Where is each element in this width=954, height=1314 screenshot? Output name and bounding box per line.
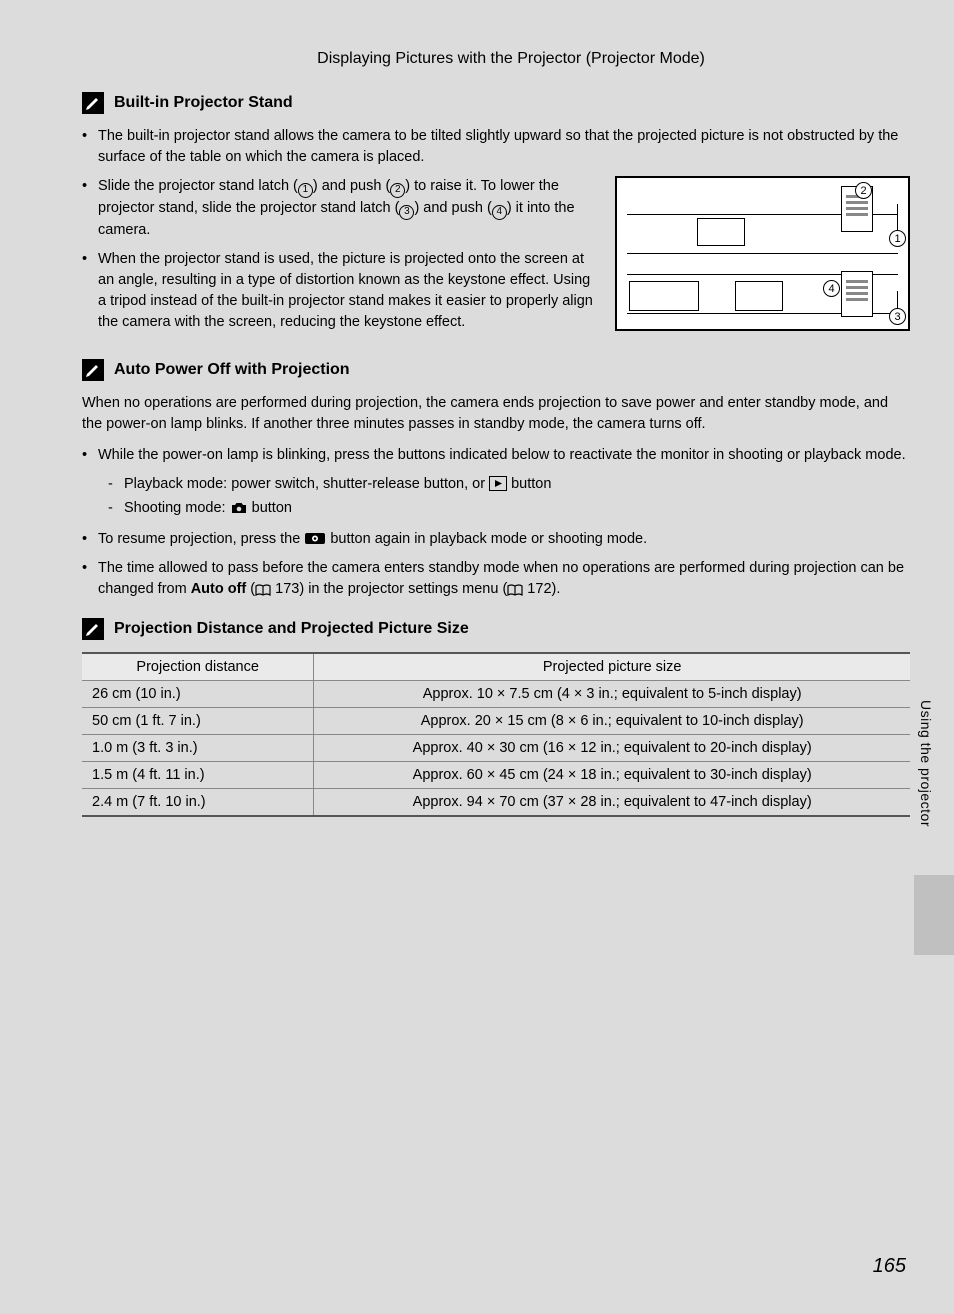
para-2-0: When no operations are performed during … (82, 393, 910, 435)
cell: Approx. 40 × 30 cm (16 × 12 in.; equival… (314, 734, 910, 761)
cell: 50 cm (1 ft. 7 in.) (82, 707, 314, 734)
cell: 1.5 m (4 ft. 11 in.) (82, 761, 314, 788)
diagram-label-3: 3 (889, 308, 906, 325)
bullet-2-2: The time allowed to pass before the came… (82, 558, 910, 600)
frag: Playback mode: power switch, shutter-rel… (124, 476, 489, 492)
sub-2-0: Playback mode: power switch, shutter-rel… (98, 472, 910, 497)
frag: Shooting mode: (124, 500, 230, 516)
section-header-3: Projection Distance and Projected Pictur… (82, 618, 910, 640)
circled-3: 3 (399, 205, 414, 220)
section-heading-2: Auto Power Off with Projection (114, 361, 350, 379)
cell: 1.0 m (3 ft. 3 in.) (82, 734, 314, 761)
bullet-2-0: While the power-on lamp is blinking, pre… (82, 445, 910, 521)
projector-button-icon (304, 530, 326, 546)
frag: ( (246, 581, 255, 597)
bullet-2-1: To resume projection, press the button a… (82, 529, 910, 550)
table-row: 1.5 m (4 ft. 11 in.)Approx. 60 × 45 cm (… (82, 761, 910, 788)
cell: Approx. 94 × 70 cm (37 × 28 in.; equival… (314, 788, 910, 816)
section-header-1: Built-in Projector Stand (82, 92, 910, 114)
frag: Slide the projector stand latch ( (98, 178, 298, 194)
circled-1: 1 (298, 183, 313, 198)
table-row: 2.4 m (7 ft. 10 in.)Approx. 94 × 70 cm (… (82, 788, 910, 816)
stand-row: Slide the projector stand latch (1) and … (82, 176, 910, 341)
bullet-1-1: Slide the projector stand latch (1) and … (82, 176, 597, 241)
table-header-size: Projected picture size (314, 653, 910, 681)
frag: ) and push ( (414, 200, 491, 216)
bullet-1-2: When the projector stand is used, the pi… (82, 249, 597, 333)
sub-2-1: Shooting mode: button (98, 496, 910, 521)
projection-table: Projection distance Projected picture si… (82, 652, 910, 817)
pencil-note-icon (82, 359, 104, 381)
page-title: Displaying Pictures with the Projector (… (112, 50, 910, 68)
cell: Approx. 60 × 45 cm (24 × 18 in.; equival… (314, 761, 910, 788)
auto-off-label: Auto off (191, 581, 247, 597)
bullet-list-1: The built-in projector stand allows the … (82, 126, 910, 168)
diagram-label-2: 2 (855, 182, 872, 199)
frag: To resume projection, press the (98, 531, 304, 547)
frag: button (248, 500, 292, 516)
frag: 172). (523, 581, 560, 597)
cell: Approx. 10 × 7.5 cm (4 × 3 in.; equivale… (314, 680, 910, 707)
frag: button (507, 476, 551, 492)
frag: 173) in the projector settings menu ( (271, 581, 507, 597)
cell: 2.4 m (7 ft. 10 in.) (82, 788, 314, 816)
frag: button again in playback mode or shootin… (326, 531, 647, 547)
bullet-list-2: While the power-on lamp is blinking, pre… (82, 445, 910, 600)
table-row: 50 cm (1 ft. 7 in.)Approx. 20 × 15 cm (8… (82, 707, 910, 734)
circled-4: 4 (492, 205, 507, 220)
frag: ) and push ( (313, 178, 390, 194)
page-number: 165 (873, 1255, 906, 1278)
section-heading-1: Built-in Projector Stand (114, 94, 293, 112)
manual-ref-icon (507, 584, 523, 596)
camera-icon (230, 501, 248, 515)
diagram-label-1: 1 (889, 230, 906, 247)
table-header-row: Projection distance Projected picture si… (82, 653, 910, 681)
bullet-1-0: The built-in projector stand allows the … (82, 126, 910, 168)
section-header-2: Auto Power Off with Projection (82, 359, 910, 381)
circled-2: 2 (390, 183, 405, 198)
pencil-note-icon (82, 618, 104, 640)
side-tab-indicator (914, 875, 954, 955)
side-section-label: Using the projector (918, 700, 934, 827)
cell: 26 cm (10 in.) (82, 680, 314, 707)
table-row: 26 cm (10 in.)Approx. 10 × 7.5 cm (4 × 3… (82, 680, 910, 707)
table-row: 1.0 m (3 ft. 3 in.)Approx. 40 × 30 cm (1… (82, 734, 910, 761)
table-header-distance: Projection distance (82, 653, 314, 681)
diagram-label-4: 4 (823, 280, 840, 297)
playback-icon (489, 476, 507, 491)
projector-stand-diagram: 1 2 3 4 (615, 176, 910, 331)
manual-ref-icon (255, 584, 271, 596)
section-heading-3: Projection Distance and Projected Pictur… (114, 620, 469, 638)
pencil-note-icon (82, 92, 104, 114)
cell: Approx. 20 × 15 cm (8 × 6 in.; equivalen… (314, 707, 910, 734)
frag: While the power-on lamp is blinking, pre… (98, 447, 906, 463)
